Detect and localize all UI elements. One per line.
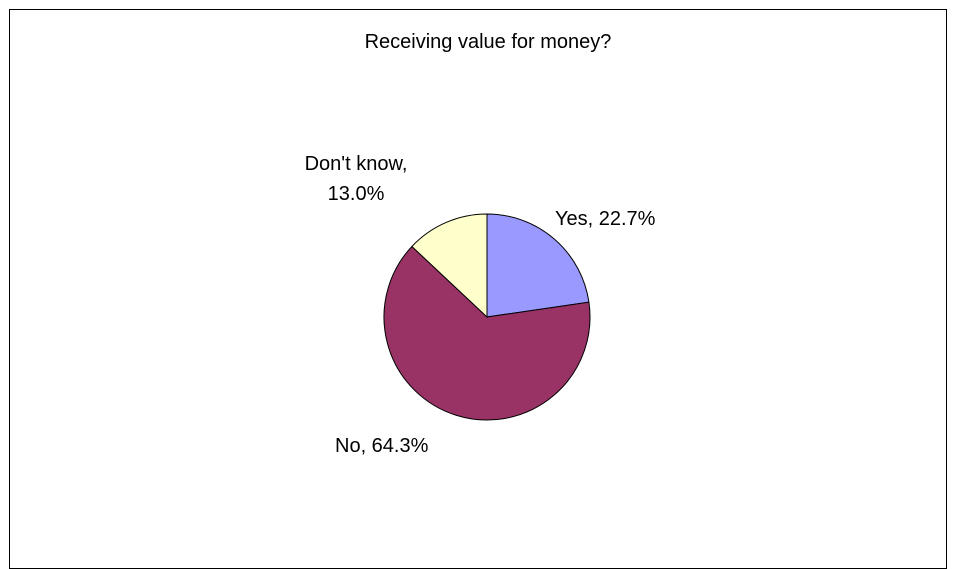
slice-label-dont-know-line2: 13.0% [328, 183, 385, 205]
pie-labels: Yes, 22.7% No, 64.3% Don't know, 13.0% [305, 153, 656, 457]
slice-label-dont-know-line1: Don't know, [305, 153, 408, 175]
pie-slice-yes [486, 213, 590, 318]
pie-slices [383, 213, 591, 421]
pie-slice-no [383, 245, 591, 421]
slice-label-yes: Yes, 22.7% [555, 208, 656, 230]
chart-title: Receiving value for money? [364, 31, 612, 53]
pie-chart: Yes, 22.7% No, 64.3% Don't know, 13.0% [305, 153, 656, 457]
slice-label-no: No, 64.3% [335, 435, 429, 457]
pie-slice-don-t-know [411, 213, 488, 319]
